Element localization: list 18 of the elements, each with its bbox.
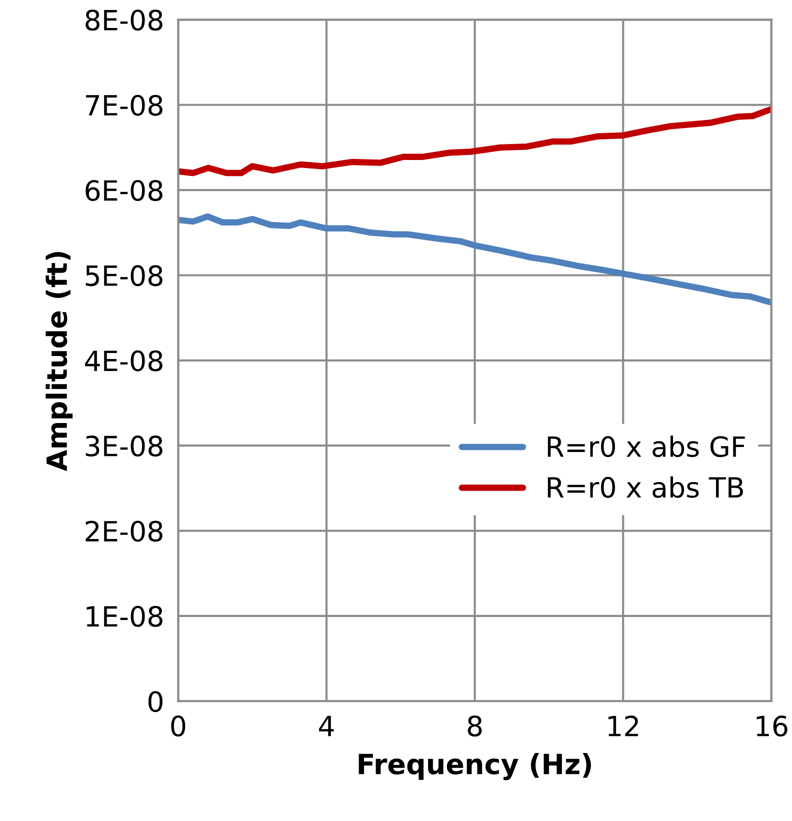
- y-tick-label: 2E-08: [86, 520, 162, 542]
- y-tick-label: 8E-08: [86, 10, 162, 31]
- x-tick-label: 0: [171, 716, 186, 737]
- y-tick-label: 6E-08: [86, 180, 162, 202]
- y-tick-label: 0: [148, 691, 162, 712]
- legend-label: R=r0 x abs TB: [548, 476, 743, 498]
- x-tick-label: 16: [756, 716, 788, 737]
- legend-label: R=r0 x abs GF: [548, 436, 745, 458]
- y-axis-title: Amplitude (ft): [46, 252, 73, 472]
- y-tick-label: 4E-08: [85, 350, 162, 372]
- y-tick-label: 7E-08: [86, 94, 162, 116]
- x-tick-label: 4: [319, 716, 334, 736]
- y-tick-label: 3E-08: [86, 436, 162, 457]
- y-tick-label: 5E-08: [86, 265, 162, 286]
- x-tick-label: 12: [608, 716, 638, 736]
- x-axis-title: Frequency (Hz): [358, 753, 591, 780]
- x-tick-label: 8: [468, 716, 482, 737]
- y-tick-label: 1E-08: [86, 606, 162, 627]
